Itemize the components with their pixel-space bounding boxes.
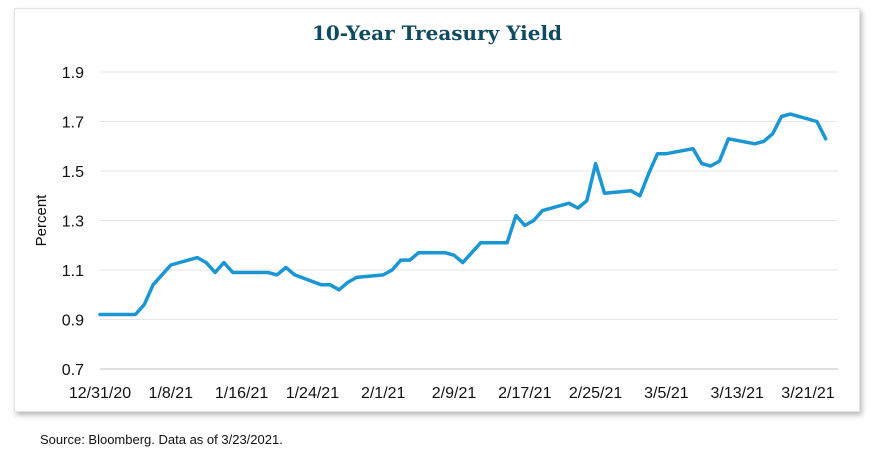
x-tick-label: 1/8/21 [149,385,194,402]
chart-card: 10-Year Treasury Yield [14,8,860,412]
x-tick-label: 3/21/21 [781,385,834,402]
x-tick-label: 2/1/21 [361,385,406,402]
line-chart: 0.7 0.9 1.1 1.3 1.5 1.7 1.9 12/31/20 1/8/21 1/16/… [33,65,838,402]
x-tick-label: 1/16/21 [215,385,268,402]
x-tick-label: 2/9/21 [432,385,477,402]
x-tick-label: 3/5/21 [644,385,689,402]
x-tick-label: 1/24/21 [286,385,339,402]
y-tick-label: 0.7 [62,362,84,379]
source-note: Source: Bloomberg. Data as of 3/23/2021. [40,432,283,447]
x-tick-label: 3/13/21 [711,385,764,402]
y-axis-label: Percent [33,194,50,247]
y-tick-label: 0.9 [62,313,84,330]
y-tick-label: 1.7 [62,115,84,132]
x-tick-label: 12/31/20 [69,385,131,402]
chart-title: 10-Year Treasury Yield [311,21,563,45]
y-tick-label: 1.5 [62,164,84,181]
series-line [98,112,828,317]
y-tick-label: 1.9 [62,65,84,82]
y-tick-label: 1.1 [62,263,84,280]
x-tick-label: 2/17/21 [498,385,551,402]
x-tick-label: 2/25/21 [569,385,622,402]
y-tick-label: 1.3 [62,214,84,231]
